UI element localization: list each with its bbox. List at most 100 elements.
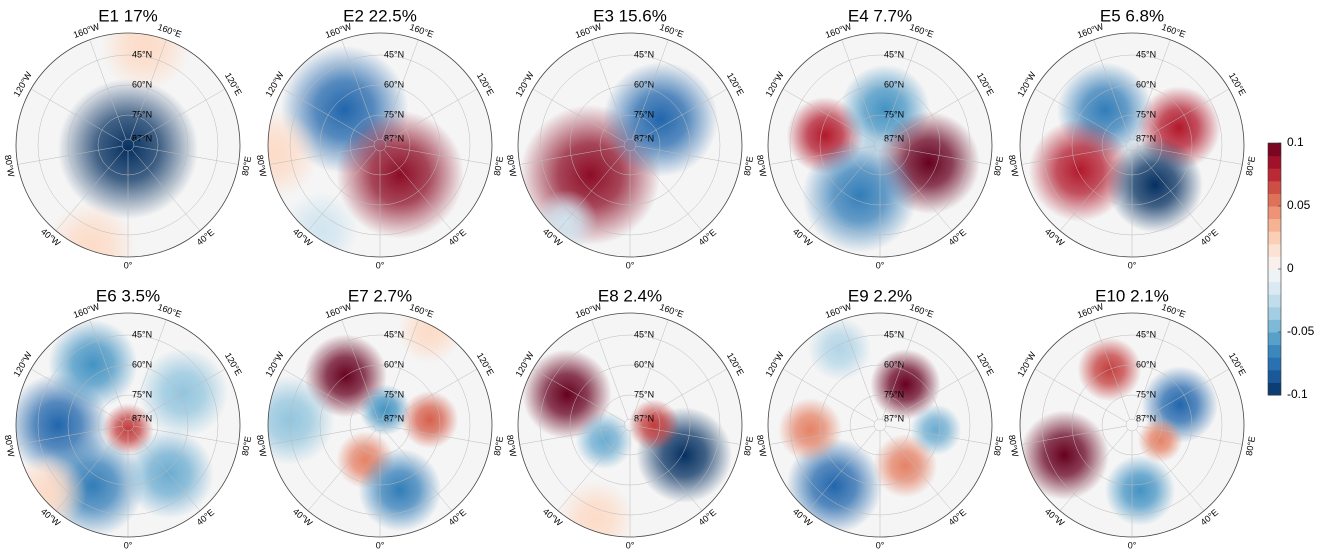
map-panel: E6 3.5%45°N60°N75°N87°N0°40°E80°E120°E16… xyxy=(3,286,254,550)
lon-grid xyxy=(591,39,629,140)
lon-label: 80°E xyxy=(492,435,505,456)
lon-label: 80°W xyxy=(755,154,769,178)
lon-grid xyxy=(1137,368,1230,423)
lon-label: 0° xyxy=(1128,260,1137,270)
lat-label: 60°N xyxy=(132,79,152,89)
lon-grid xyxy=(532,368,625,423)
lon-grid xyxy=(17,425,123,445)
lon-grid xyxy=(385,88,478,143)
colorbar-band xyxy=(1268,306,1281,320)
colorbar-band xyxy=(1268,382,1281,396)
colorbar-band xyxy=(1268,218,1281,232)
colorbar-band xyxy=(1268,168,1281,182)
lon-grid xyxy=(129,319,167,420)
lon-label: 80°W xyxy=(255,154,269,178)
lon-grid xyxy=(807,429,877,511)
map-border xyxy=(767,32,993,258)
colorbar-tick-label: 0.1 xyxy=(1287,135,1304,149)
colorbar-band xyxy=(1268,256,1281,270)
lon-label: 160°E xyxy=(658,302,685,320)
panel-title: E3 15.6% xyxy=(593,6,667,25)
anomaly-field xyxy=(519,61,719,254)
lon-grid xyxy=(631,319,669,420)
colorbar-band xyxy=(1268,369,1281,383)
lon-label: 160°E xyxy=(408,22,435,40)
lon-grid xyxy=(631,39,669,140)
lon-grid xyxy=(1034,88,1127,143)
lon-grid xyxy=(30,368,123,423)
panel-title: E1 17% xyxy=(98,6,158,25)
map-border xyxy=(1019,32,1245,258)
lat-label: 87°N xyxy=(384,413,404,423)
lon-grid xyxy=(383,149,453,231)
anomaly xyxy=(557,480,635,537)
colorbar-band xyxy=(1268,143,1281,157)
lon-label: 160°E xyxy=(408,302,435,320)
lon-grid xyxy=(385,145,491,165)
lon-label: 0° xyxy=(876,260,885,270)
lon-grid xyxy=(269,145,375,165)
anomaly-field xyxy=(16,319,229,537)
anomaly xyxy=(1104,455,1176,526)
lat-label: 75°N xyxy=(884,109,904,119)
lon-grid xyxy=(635,368,728,423)
lat-label: 45°N xyxy=(132,49,152,59)
lon-grid xyxy=(883,149,953,231)
panel-title: E8 2.4% xyxy=(598,286,662,305)
lon-grid xyxy=(1021,425,1127,445)
map-panel: E7 2.7%45°N60°N75°N87°N0°40°E80°E120°E16… xyxy=(255,286,506,550)
colorbar-band xyxy=(1268,231,1281,245)
lon-grid xyxy=(881,319,919,420)
map-border xyxy=(267,312,493,538)
lat-label: 87°N xyxy=(884,133,904,143)
lat-label: 75°N xyxy=(384,389,404,399)
lon-grid xyxy=(885,368,978,423)
lat-label: 87°N xyxy=(132,413,152,423)
lon-label: 0° xyxy=(376,260,385,270)
lat-label: 45°N xyxy=(384,49,404,59)
lat-label: 75°N xyxy=(634,109,654,119)
colorbar-tick-label: 0 xyxy=(1287,261,1294,275)
lon-label: 0° xyxy=(626,260,635,270)
lon-grid xyxy=(307,429,377,511)
lon-grid xyxy=(635,88,728,143)
lat-label: 87°N xyxy=(884,413,904,423)
map-panel: E10 2.1%45°N60°N75°N87°N0°40°E80°E120°E1… xyxy=(1007,286,1258,550)
lon-grid xyxy=(635,145,741,165)
lat-label: 60°N xyxy=(1136,79,1156,89)
lat-label: 87°N xyxy=(634,133,654,143)
lon-label: 160°E xyxy=(658,22,685,40)
colorbar-band xyxy=(1268,206,1281,220)
lon-grid xyxy=(1034,368,1127,423)
lon-label: 80°E xyxy=(1244,435,1257,456)
lat-label: 45°N xyxy=(1136,329,1156,339)
lon-grid xyxy=(282,368,375,423)
lon-grid xyxy=(885,425,991,445)
lon-grid xyxy=(883,429,953,511)
lon-label: 160°E xyxy=(156,302,183,320)
lon-grid xyxy=(519,425,625,445)
colorbar-band xyxy=(1268,281,1281,295)
lat-label: 87°N xyxy=(132,133,152,143)
lon-label: 0° xyxy=(124,540,133,550)
anomaly xyxy=(48,319,138,410)
lon-grid xyxy=(341,319,379,420)
lat-label: 75°N xyxy=(634,389,654,399)
lat-label: 45°N xyxy=(384,329,404,339)
lon-grid xyxy=(1135,429,1205,511)
anomaly-field xyxy=(522,349,733,537)
anomaly-field xyxy=(1028,62,1221,233)
anomaly xyxy=(603,61,719,177)
lon-label: 0° xyxy=(376,540,385,550)
lon-grid xyxy=(383,429,453,511)
colorbar-band xyxy=(1268,344,1281,358)
anomaly xyxy=(57,78,199,220)
lon-grid xyxy=(782,88,875,143)
lon-grid xyxy=(129,39,167,140)
anomaly xyxy=(359,384,411,436)
lon-grid xyxy=(131,149,201,231)
lon-label: 80°W xyxy=(505,154,519,178)
lon-label: 160°E xyxy=(908,302,935,320)
lon-label: 80°E xyxy=(992,435,1005,456)
anomaly xyxy=(1028,119,1132,222)
